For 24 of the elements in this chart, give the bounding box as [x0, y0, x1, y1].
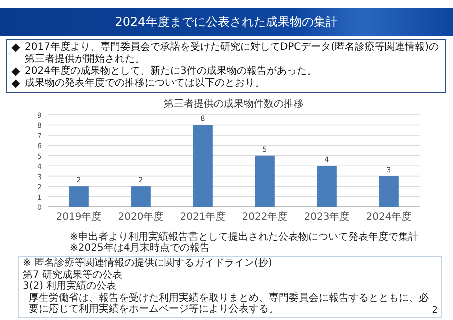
text: 2024年度の成果物として、新たに3件の成果物の報告があった。	[25, 66, 317, 77]
bar	[131, 186, 151, 207]
slide-title: 2024年度までに公表された成果物の集計	[0, 8, 453, 36]
text: 厚生労働省は、報告を受けた利用実績を取りまとめ、専門委員会に報告するとともに、必要に応じて利用実績をホームページ等により公表する。	[29, 292, 429, 315]
text: ※申出者より利用実績報告書として提出された公表物について発表年度で集計	[70, 232, 420, 243]
x-tick-label: 2020年度	[118, 211, 164, 223]
x-tick-label: 2021年度	[180, 211, 226, 223]
text: 成果物の発表年度での推移については以下のとおり。	[25, 78, 265, 89]
bar	[69, 186, 89, 207]
text: ※2025年は4月末時点での報告	[70, 243, 212, 254]
text: 3(2) 利用実績の公表	[23, 281, 117, 292]
x-tick-label: 2023年度	[304, 211, 350, 223]
x-tick-label: 2019年度	[56, 211, 102, 223]
text: 2017年度より、専門委員会で承諾を受けた研究に対してDPCデータ(匿名診療等関連情報)の第三者提供が開始された。	[25, 42, 439, 65]
text: 2	[432, 306, 438, 316]
bar	[255, 156, 275, 207]
bar	[379, 176, 399, 207]
x-tick-label: 2022年度	[242, 211, 288, 223]
bar	[193, 125, 213, 207]
text: ※ 匿名診療等関連情報の提供に関するガイドライン(抄)	[23, 258, 274, 270]
bar	[317, 166, 337, 207]
x-tick-label: 2024年度	[366, 211, 412, 223]
chart-title: 第三者提供の成果物件数の推移	[164, 98, 304, 110]
text: 第7 研究成果等の公表	[23, 270, 124, 280]
